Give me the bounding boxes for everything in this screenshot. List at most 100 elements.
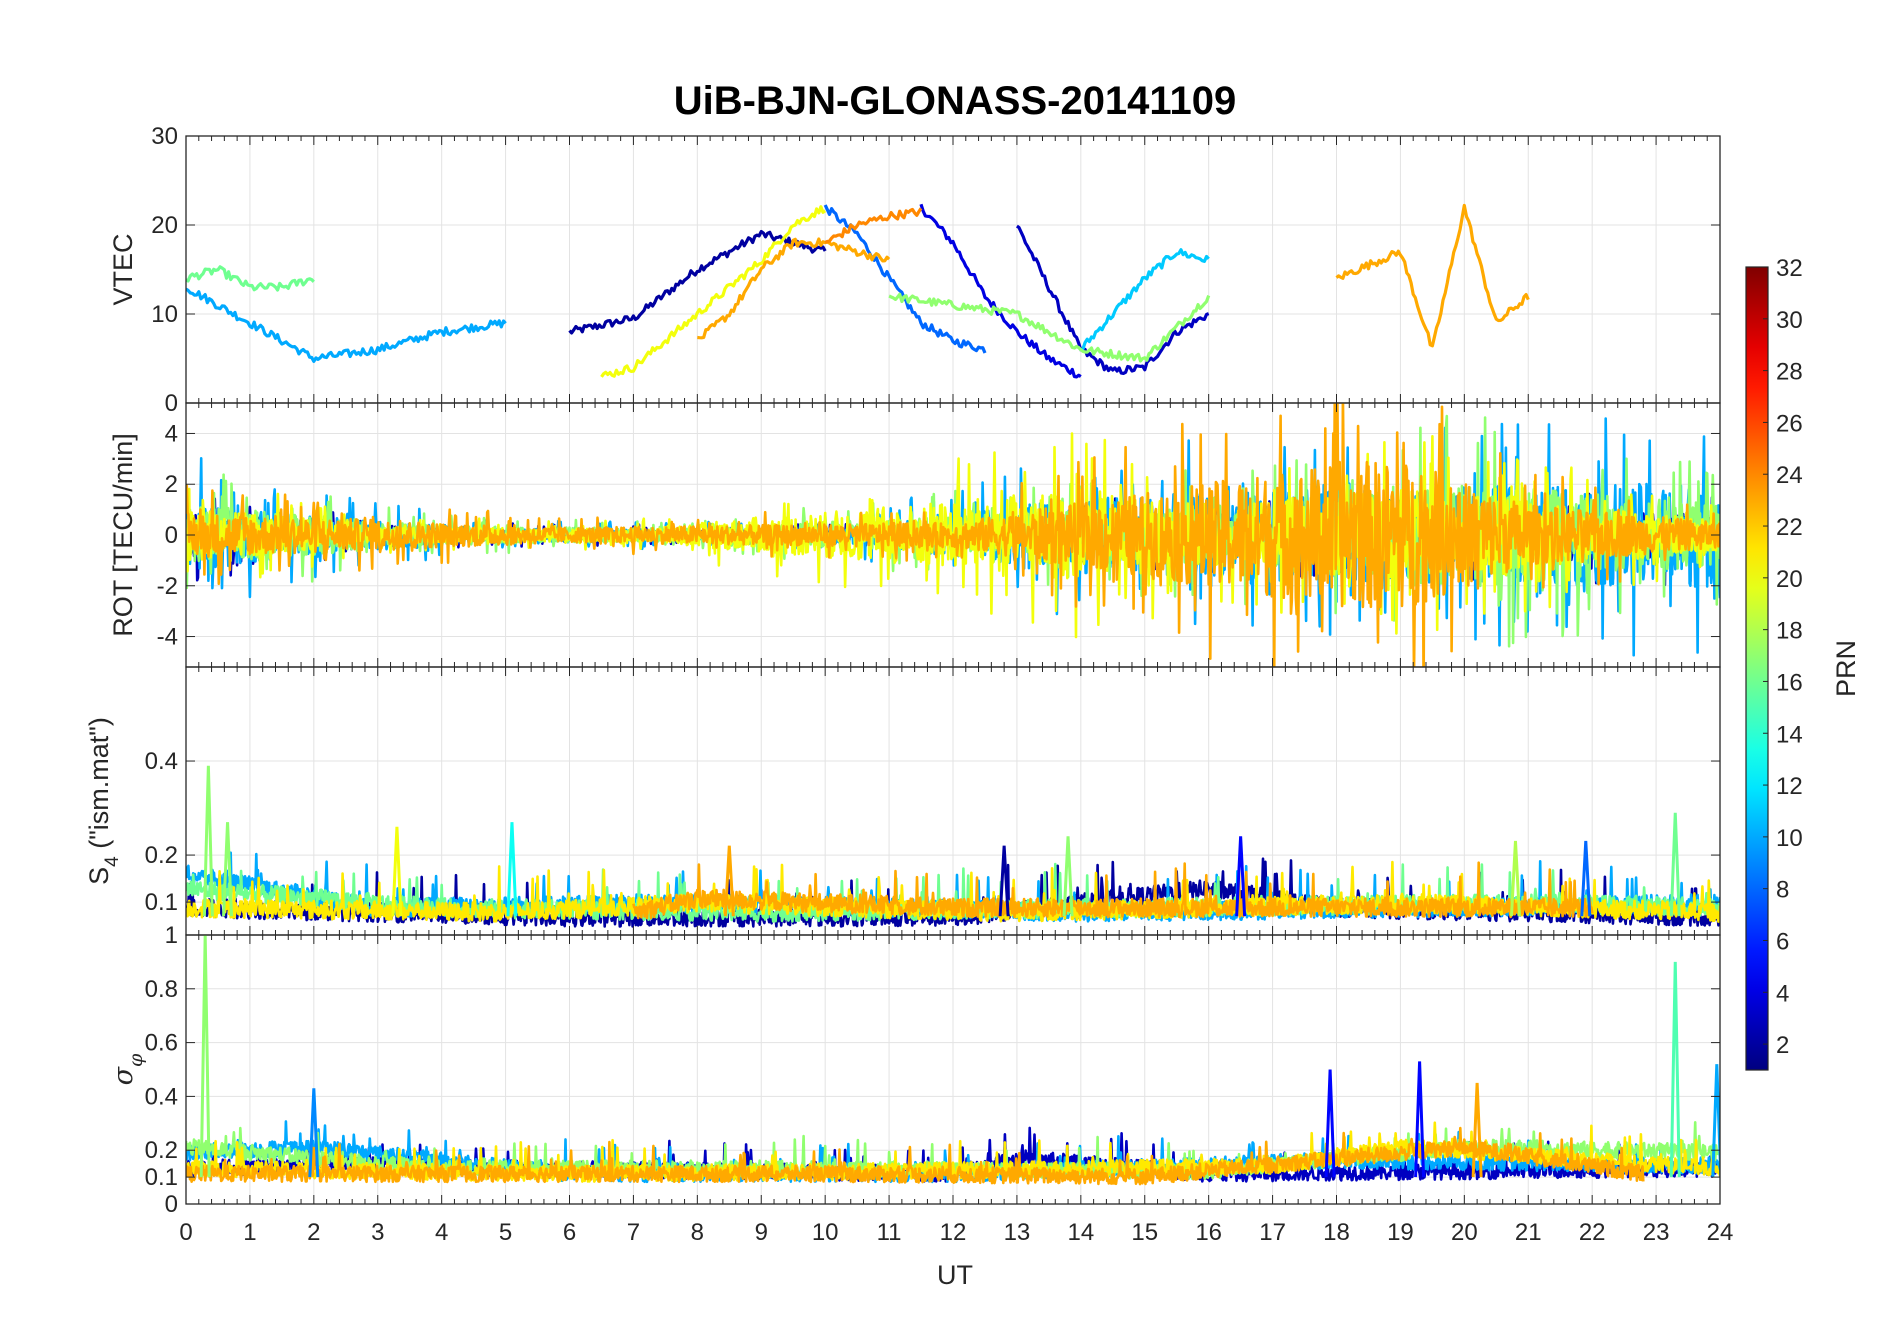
peak-mark-prn-8 — [1580, 840, 1592, 917]
series-line-prn-3 — [1015, 224, 1210, 375]
peak-mark-prn-23 — [1471, 1082, 1483, 1178]
series-line-prn-23 — [632, 861, 1594, 920]
colorbar-gradient — [1745, 266, 1769, 1071]
x-tick-label: 14 — [1067, 1219, 1094, 1246]
y-axis-label-rot: ROT [TECU/min] — [108, 433, 138, 637]
y-axis-label-sub: φ — [125, 1053, 147, 1067]
chart-title: UiB-BJN-GLONASS-20141109 — [674, 79, 1236, 123]
y-tick-label: 4 — [165, 420, 178, 447]
peak-mark-prn-5 — [1324, 1069, 1336, 1178]
series-line-prn-23 — [1335, 203, 1530, 348]
colorbar-tick-label: 26 — [1776, 410, 1803, 437]
x-tick-label: 1 — [243, 1219, 256, 1246]
x-tick-label: 8 — [691, 1219, 704, 1246]
colorbar-tick-label: 14 — [1776, 721, 1803, 748]
colorbar-tick-label: 4 — [1776, 980, 1789, 1007]
x-tick-label: 13 — [1004, 1219, 1031, 1246]
x-tick-label: 10 — [812, 1219, 839, 1246]
y-tick-label: 30 — [151, 123, 178, 150]
x-tick-label: 9 — [755, 1219, 768, 1246]
y-tick-label: 0.2 — [145, 842, 178, 869]
series-line-prn-23 — [186, 403, 1720, 667]
ticks-vtec — [185, 135, 1721, 404]
x-tick-label: 16 — [1195, 1219, 1222, 1246]
series-group-s4 — [186, 765, 1720, 928]
x-tick-label: 17 — [1259, 1219, 1286, 1246]
series-group-vtec — [186, 203, 1530, 379]
peak-mark-prn-9 — [308, 1088, 320, 1178]
y-axis-label-main: S — [84, 867, 114, 885]
y-tick-label: 0.8 — [145, 976, 178, 1003]
series-line-prn-20 — [600, 205, 827, 378]
colorbar-tick-label: 16 — [1776, 669, 1803, 696]
y-tick-label: 10 — [151, 301, 178, 328]
x-tick-label: 15 — [1131, 1219, 1158, 1246]
y-tick-label: 20 — [151, 212, 178, 239]
y-tick-label: 0.4 — [145, 1083, 178, 1110]
colorbar-tick-label: 10 — [1776, 825, 1803, 852]
x-tick-label: 19 — [1387, 1219, 1414, 1246]
x-tick-label: 6 — [563, 1219, 576, 1246]
series-line-prn-23 — [697, 237, 891, 340]
peak-mark-prn-18 — [1509, 840, 1521, 917]
colorbar-tick-label: 22 — [1776, 514, 1803, 541]
series-line-prn-11 — [1079, 248, 1210, 352]
y-tick-label: 0.6 — [145, 1030, 178, 1057]
x-tick-label: 24 — [1707, 1219, 1734, 1246]
y-axis-label-rest: ("ism.mat") — [84, 717, 114, 856]
ticks-s4 — [185, 667, 1721, 935]
x-tick-label: 4 — [435, 1219, 448, 1246]
ticks-rot — [185, 403, 1721, 667]
peak-mark-prn-20 — [391, 826, 403, 917]
peak-mark-prn-17 — [199, 935, 211, 1178]
y-tick-label: -2 — [157, 573, 178, 600]
peak-mark-prn-5 — [1235, 836, 1247, 917]
y-tick-label: 0.1 — [145, 1164, 178, 1191]
x-tick-label: 20 — [1451, 1219, 1478, 1246]
series-line-prn-16 — [186, 265, 315, 292]
y-tick-label: 1 — [165, 922, 178, 949]
y-tick-label: -4 — [157, 624, 178, 651]
x-tick-label: 3 — [371, 1219, 384, 1246]
x-tick-label: 23 — [1643, 1219, 1670, 1246]
x-tick-label: 2 — [307, 1219, 320, 1246]
x-tick-label: 0 — [179, 1219, 192, 1246]
colorbar-tick-label: 30 — [1776, 307, 1803, 334]
series-group-rot — [186, 403, 1720, 667]
y-axis-label-sub: 4 — [102, 856, 123, 867]
colorbar-label: PRN — [1831, 640, 1861, 697]
colorbar-tick-label: 32 — [1776, 255, 1803, 282]
colorbar-tick-label: 18 — [1776, 618, 1803, 645]
colorbar-tick-label: 8 — [1776, 877, 1789, 904]
peak-mark-prn-15 — [1669, 961, 1681, 1178]
series-line-prn-24 — [824, 207, 923, 244]
peak-mark-prn-2 — [998, 845, 1010, 917]
y-tick-label: 0.4 — [145, 748, 178, 775]
peak-mark-prn-17 — [1062, 836, 1074, 917]
series-line-prn-17 — [888, 292, 1211, 363]
colorbar-tick-label: 2 — [1776, 1032, 1789, 1059]
peak-mark-prn-13 — [506, 822, 518, 917]
series-line-prn-10 — [186, 287, 507, 363]
x-tick-label: 5 — [499, 1219, 512, 1246]
y-axis-label-s4: S4 ("ism.mat") — [84, 717, 123, 885]
y-tick-label: 0.1 — [145, 889, 178, 916]
y-axis-label-sigma: σφ — [108, 1053, 147, 1085]
y-axis-label-main: σ — [108, 1065, 139, 1085]
ticks-sigma — [185, 934, 1721, 1205]
x-tick-label: 18 — [1323, 1219, 1350, 1246]
colorbar-tick-label: 20 — [1776, 566, 1803, 593]
x-tick-label: 7 — [627, 1219, 640, 1246]
x-tick-label: 21 — [1515, 1219, 1542, 1246]
peak-mark-prn-23 — [723, 845, 735, 917]
y-tick-label: 0.2 — [145, 1137, 178, 1164]
colorbar-tick-label: 12 — [1776, 773, 1803, 800]
peak-mark-prn-5 — [1414, 1061, 1426, 1178]
x-axis-label: UT — [937, 1260, 973, 1290]
peak-mark-prn-17 — [222, 822, 234, 917]
colorbar-tick-label: 24 — [1776, 462, 1803, 489]
colorbar-tick-label: 28 — [1776, 359, 1803, 386]
